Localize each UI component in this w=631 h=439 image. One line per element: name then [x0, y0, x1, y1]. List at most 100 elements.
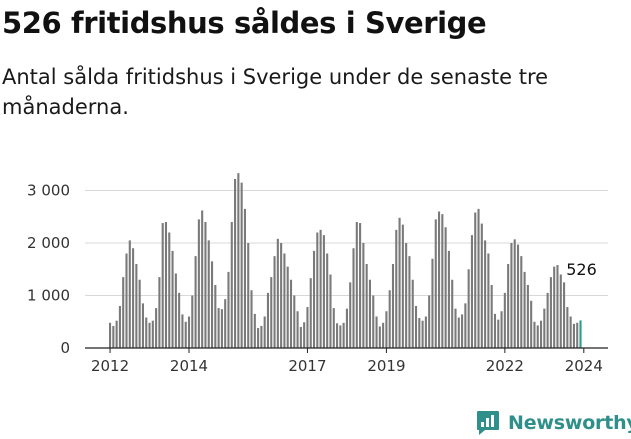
bar: [112, 325, 115, 348]
bar: [141, 303, 144, 349]
bar: [151, 320, 154, 348]
bar: [191, 295, 194, 348]
bar: [566, 307, 569, 348]
bar: [362, 243, 365, 348]
bar: [178, 292, 181, 349]
bar: [128, 240, 131, 349]
bar: [497, 319, 500, 348]
bar: [210, 261, 214, 349]
bar: [125, 253, 128, 348]
bar: [507, 264, 510, 348]
bar: [247, 243, 250, 348]
bar: [378, 326, 381, 348]
bar: [296, 311, 299, 348]
bar: [536, 325, 539, 348]
bar: [431, 258, 434, 348]
bar: [503, 292, 506, 349]
y-tick-label: 0: [60, 339, 70, 357]
bar: [539, 320, 543, 348]
bar: [309, 278, 312, 348]
bar: [158, 277, 161, 349]
bar: [395, 229, 398, 349]
bar: [467, 269, 470, 348]
bar: [240, 182, 243, 349]
bar: [220, 309, 223, 348]
bar: [234, 178, 237, 348]
bar: [398, 217, 401, 348]
bar: [372, 295, 375, 348]
bar: [569, 316, 572, 348]
bar: [408, 256, 411, 349]
bar: [316, 232, 319, 348]
chart-subtitle: Antal sålda fritidshus i Sverige under d…: [2, 65, 549, 119]
bar: [214, 285, 217, 348]
bar: [201, 210, 204, 348]
bar: [122, 277, 125, 349]
bar: [553, 266, 556, 349]
bar: [461, 314, 464, 348]
x-tick-label: 2017: [288, 357, 326, 375]
bar: [421, 320, 424, 348]
bar: [500, 311, 503, 348]
bar: [345, 308, 348, 349]
bar: [451, 279, 454, 348]
bar: [273, 256, 276, 349]
bar: [161, 223, 164, 348]
bar: [336, 323, 339, 348]
bar: [510, 243, 513, 348]
bar: [280, 243, 283, 348]
bar: [418, 318, 421, 348]
bar: [115, 320, 118, 348]
bar: [339, 325, 342, 348]
bar: [197, 219, 200, 349]
bar: [230, 222, 233, 348]
bar: [493, 313, 497, 349]
bar: [477, 208, 480, 349]
bar: [164, 222, 168, 348]
bar: [388, 290, 391, 348]
bar: [286, 266, 289, 349]
bar: [283, 253, 286, 348]
bar: [312, 250, 316, 349]
bar: [359, 223, 362, 348]
bar: [299, 327, 302, 348]
bar: [276, 238, 279, 348]
bar: [227, 271, 230, 349]
bar: [543, 308, 546, 349]
bar: [257, 328, 260, 348]
y-tick-label: 2 000: [27, 234, 70, 252]
bar: [352, 248, 355, 348]
bar: [454, 308, 457, 349]
bar: [441, 214, 444, 349]
bar: [401, 224, 404, 349]
bar: [224, 299, 227, 348]
bar: [523, 271, 526, 349]
bar: [148, 322, 151, 348]
bar: [530, 300, 533, 348]
bar: [349, 282, 352, 349]
y-tick-label: 3 000: [27, 182, 70, 200]
bar: [270, 277, 273, 349]
bar: [184, 321, 187, 348]
brand-logo: Newsworthy: [476, 408, 631, 438]
bar: [155, 308, 158, 348]
bar: [464, 303, 467, 349]
bar: [391, 264, 395, 348]
bar: [405, 243, 408, 348]
bar: [194, 256, 197, 349]
bar: [470, 235, 473, 349]
bar: [135, 264, 138, 348]
bar: [342, 322, 345, 348]
bar: [332, 308, 335, 348]
bar: [444, 227, 447, 348]
bar: [322, 235, 325, 349]
bar: [326, 253, 329, 348]
bar-chart: 0 1 000 2 000 3 000 2012 2014 2017 2019 2022 2024…: [27, 173, 608, 375]
bar: [171, 250, 174, 349]
bar: [520, 256, 523, 349]
bar: [306, 307, 309, 348]
brand-name: Newsworthy: [508, 412, 631, 434]
bar: [145, 317, 148, 348]
bar: [260, 325, 263, 348]
bar: [109, 322, 112, 348]
